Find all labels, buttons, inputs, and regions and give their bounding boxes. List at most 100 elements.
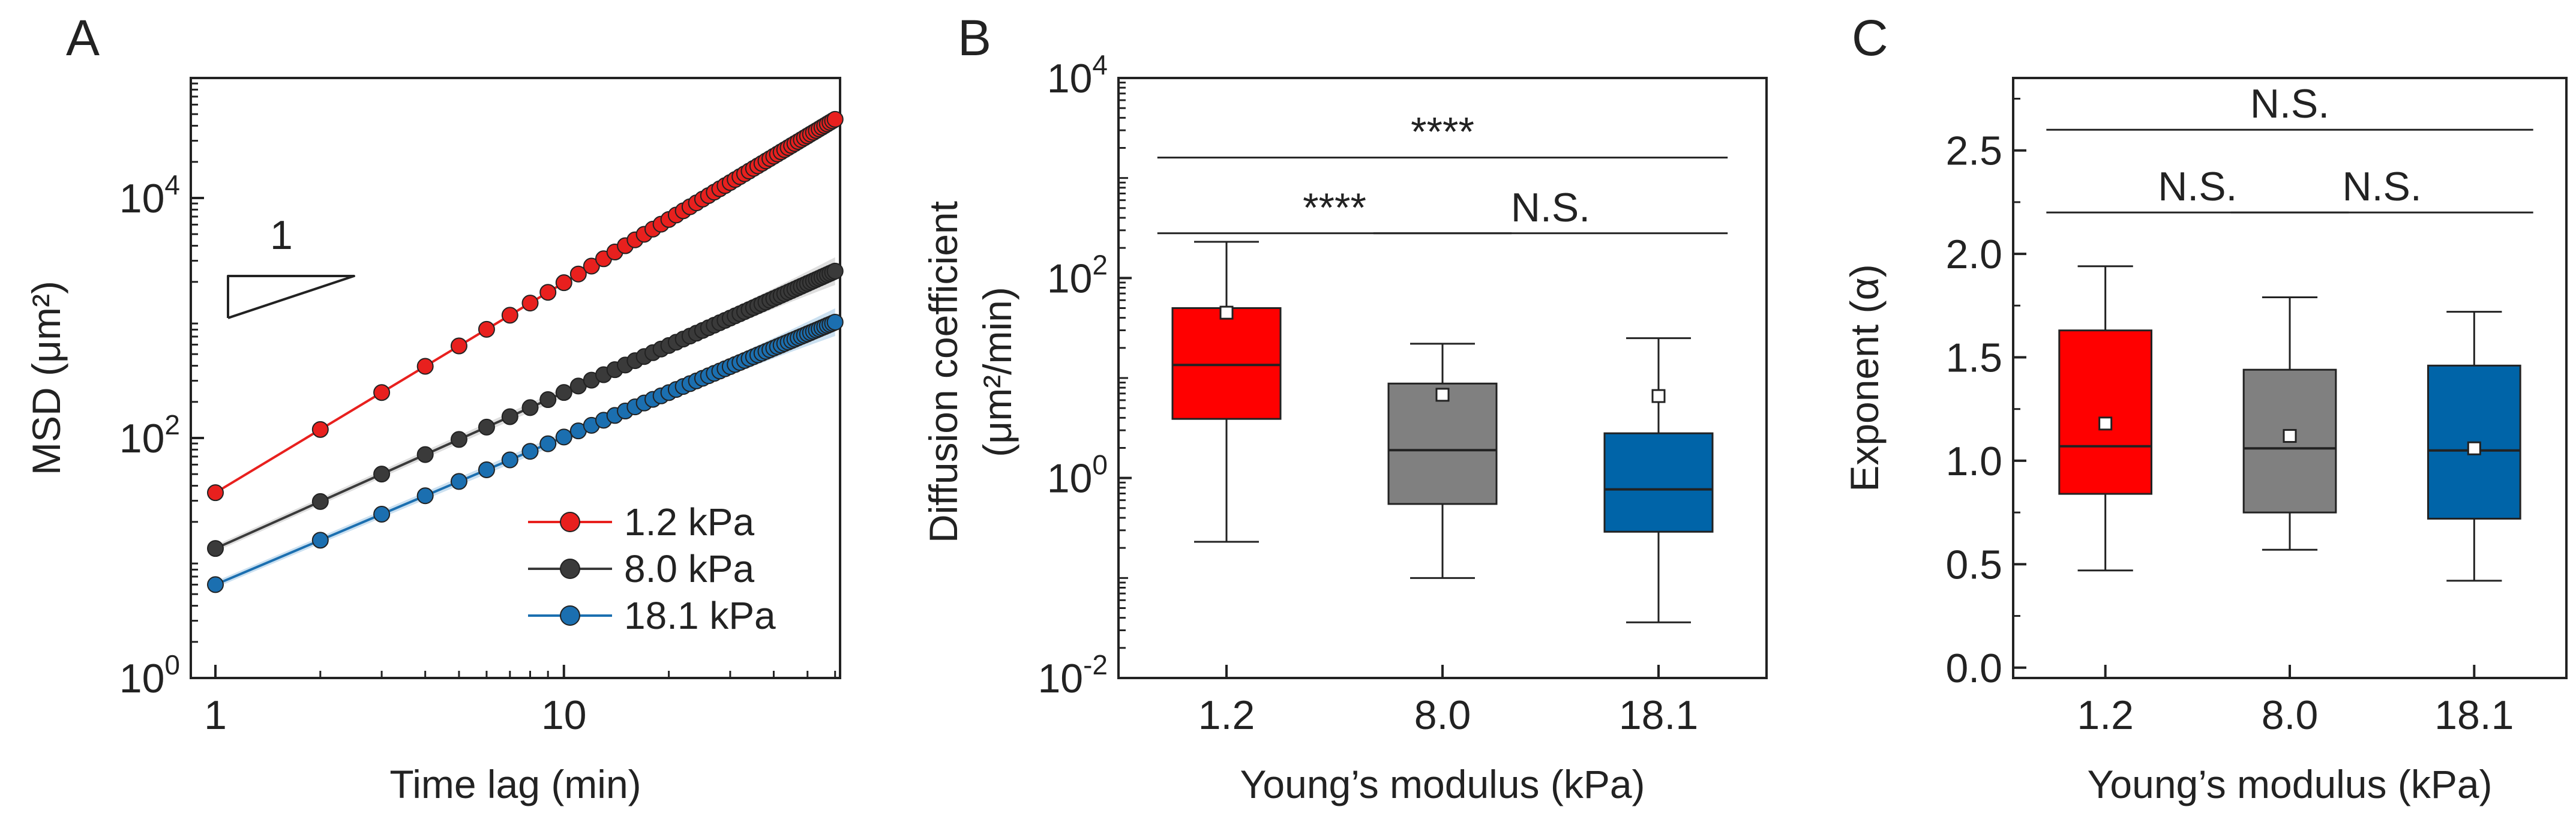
- data-point: [478, 461, 495, 478]
- y-tick-label: 100: [1047, 449, 1108, 502]
- significance-label: N.S.: [2343, 164, 2422, 209]
- significance-label: ****: [1411, 109, 1474, 155]
- data-point: [521, 399, 539, 416]
- box-body: [1171, 307, 1282, 420]
- data-point: [206, 540, 224, 557]
- panel-c-ticks: 0.0 0.5 1.0 1.5 2.0 2.5 1.2 8.0 18.1: [1945, 97, 2514, 738]
- data-point: [539, 435, 557, 452]
- x-tick-label: 1: [204, 692, 227, 738]
- y-tick-label: 104: [1047, 49, 1108, 101]
- panel-b-diffusion-chart: 10-2 100 102 104 1.2 8.0 18.1 **** **** N.S. You…: [921, 49, 1768, 806]
- panel-letter-a: A: [66, 10, 100, 66]
- y-tick-label: 0.0: [1945, 646, 2002, 691]
- y-tick-label: 2.5: [1945, 128, 2002, 174]
- data-point: [206, 576, 224, 593]
- legend-label: 1.2 kPa: [624, 500, 754, 544]
- y-tick-label: 2.0: [1945, 232, 2002, 277]
- y-tick-label: 1.0: [1945, 439, 2002, 484]
- data-point: [555, 274, 572, 292]
- panel-a-frame: [190, 77, 841, 679]
- data-point: [501, 451, 518, 469]
- data-point: [416, 446, 434, 463]
- legend-marker: [560, 559, 580, 579]
- data-point: [478, 418, 495, 436]
- data-point: [555, 428, 572, 446]
- x-tick-label: 1.2: [1198, 692, 1255, 738]
- slope-label: 1: [270, 212, 293, 258]
- slope-triangle-shape: [227, 275, 355, 319]
- mean-marker: [1651, 389, 1666, 403]
- x-tick-label: 8.0: [1414, 692, 1471, 738]
- panel-c-x-axis-title: Young’s modulus (kPa): [2087, 762, 2492, 806]
- data-point: [311, 421, 329, 438]
- y-tick-label: 102: [119, 409, 180, 461]
- data-point: [539, 391, 557, 409]
- data-point: [416, 358, 434, 375]
- data-point: [373, 466, 391, 483]
- data-point: [311, 532, 329, 549]
- panel-c-significance: N.S. N.S. N.S.: [2046, 81, 2533, 214]
- data-point: [478, 320, 495, 338]
- data-point: [416, 487, 434, 505]
- data-point: [373, 384, 391, 401]
- panel-a-x-axis-title: Time lag (min): [389, 762, 641, 806]
- data-point: [373, 505, 391, 523]
- panel-c-boxes: [2058, 265, 2521, 582]
- mean-marker: [2467, 441, 2481, 455]
- data-point: [501, 307, 518, 324]
- panel-a-ticks: 1 10 100 102 104: [119, 82, 836, 738]
- box-body: [2058, 329, 2152, 495]
- x-tick-label: 18.1: [1619, 692, 1698, 738]
- data-point: [555, 384, 572, 401]
- panel-b-significance: **** **** N.S.: [1157, 109, 1728, 235]
- mean-marker: [2283, 429, 2297, 443]
- panel-a-y-axis-title: MSD (μm²): [24, 281, 68, 475]
- panel-b-x-axis-title: Young’s modulus (kPa): [1240, 762, 1645, 806]
- data-point: [450, 431, 467, 448]
- panel-b-y-axis-title-line2: (μm²/min): [975, 287, 1019, 457]
- significance-label: N.S.: [2250, 81, 2329, 127]
- y-tick-label: 1.5: [1945, 335, 2002, 381]
- data-point: [583, 257, 600, 275]
- mean-marker: [1219, 305, 1234, 320]
- legend-label: 8.0 kPa: [624, 547, 754, 590]
- data-point: [501, 408, 518, 425]
- legend-marker: [560, 605, 580, 626]
- box-body: [1387, 382, 1498, 505]
- legend-marker: [560, 512, 580, 532]
- data-point: [521, 443, 539, 460]
- mean-marker: [1435, 388, 1450, 402]
- panel-c-y-axis-title: Exponent (α): [1842, 264, 1887, 491]
- significance-label: N.S.: [2158, 164, 2237, 209]
- data-point: [826, 262, 844, 280]
- y-tick-label: 10-2: [1037, 649, 1108, 701]
- legend-label: 18.1 kPa: [624, 594, 776, 637]
- data-point: [521, 295, 539, 312]
- panel-a-series: [206, 110, 844, 593]
- slope-triangle: 1: [227, 212, 355, 319]
- data-point: [826, 110, 844, 128]
- data-point: [569, 265, 587, 283]
- panel-c-exponent-chart: 0.00.51.01.52.02.51.2 8.0 18.1 N.S.N.S. N.S…: [1842, 77, 2568, 806]
- y-tick-label: 100: [119, 649, 180, 701]
- data-point: [206, 484, 224, 502]
- data-point: [311, 493, 329, 510]
- data-point: [826, 313, 844, 331]
- x-tick-label: 10: [541, 692, 587, 738]
- box-body: [1603, 432, 1714, 533]
- panel-letter-b: B: [958, 10, 991, 66]
- x-tick-label: 18.1: [2434, 692, 2514, 738]
- y-tick-label: 102: [1047, 249, 1108, 301]
- mean-marker: [2098, 416, 2113, 431]
- panel-b-boxes: [1171, 241, 1714, 623]
- y-tick-label: 0.5: [1945, 542, 2002, 587]
- panel-letter-c: C: [1852, 10, 1888, 66]
- significance-label: ****: [1303, 185, 1366, 230]
- x-tick-label: 1.2: [2077, 692, 2134, 738]
- y-tick-label: 104: [119, 169, 180, 221]
- panel-b-y-axis-title-line1: Diffusion coefficient: [921, 201, 965, 543]
- x-tick-label: 8.0: [2262, 692, 2319, 738]
